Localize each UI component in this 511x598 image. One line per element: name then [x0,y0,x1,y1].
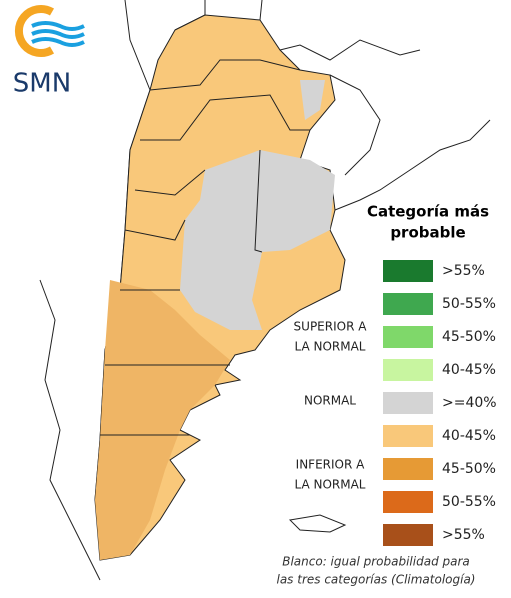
malvinas [288,514,347,533]
legend-label: 50-55% [442,296,496,312]
legend-label: >55% [442,527,485,543]
legend-swatch [383,425,433,447]
logo-text: SMN [13,69,71,99]
group-label: LA NORMAL [295,340,366,354]
logo-arc [14,5,55,57]
province-borders [100,59,310,436]
legend-label: 45-50% [442,329,496,345]
legend-swatch [383,524,433,546]
legend-swatch [383,359,433,381]
footnote: las tres categorías (Climatología) [276,573,475,587]
legend-label: >=40% [442,395,497,411]
legend: Categoría más probable >55% 50-55% 45-50% 40-… [294,203,497,546]
legend-label: 40-45% [442,428,496,444]
legend-swatch [383,491,433,513]
south-region [95,280,230,560]
legend-label: 45-50% [442,461,496,477]
normal-region-ne [300,80,325,120]
legend-title: Categoría más [367,203,489,221]
legend-title: probable [390,224,465,242]
group-label: SUPERIOR A [294,320,368,334]
legend-swatch [383,392,433,414]
legend-swatch [383,293,433,315]
legend-swatch [383,326,433,348]
legend-swatch [383,260,433,282]
group-label: LA NORMAL [295,478,366,492]
group-label: NORMAL [304,394,356,408]
logo-waves [31,21,85,47]
legend-label: 40-45% [442,362,496,378]
group-label: INFERIOR A [296,458,365,472]
legend-label: 50-55% [442,494,496,510]
footnote: Blanco: igual probabilidad para [282,555,470,569]
legend-swatch [383,458,433,480]
normal-region [180,150,335,330]
legend-label: >55% [442,263,485,279]
